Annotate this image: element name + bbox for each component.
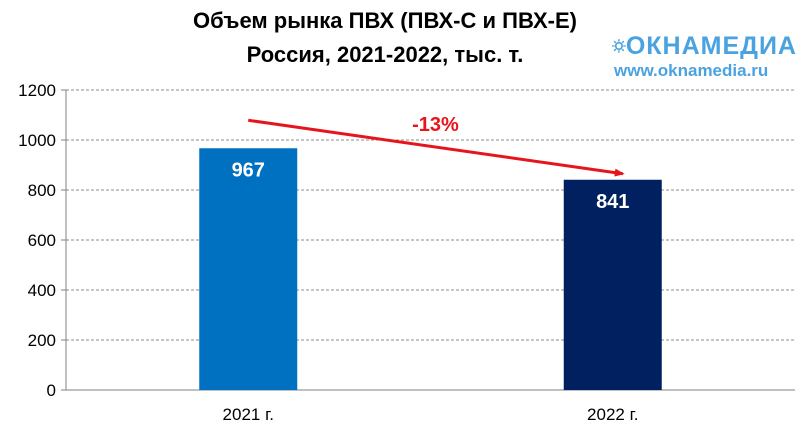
y-tick-label: 1000 — [18, 131, 56, 150]
annotation-layer: -13% — [248, 114, 625, 177]
logo-brand-text: ОКНАМЕДИА — [625, 32, 797, 60]
bar-data-label: 967 — [232, 159, 265, 181]
oknamedia-logo[interactable]: ОКНАМЕДИА www.oknamedia.ru — [612, 32, 797, 82]
change-arrow — [248, 118, 625, 177]
y-tick-label: 600 — [28, 231, 56, 250]
chart-title: Объем рынка ПВХ (ПВХ-С и ПВХ-Е) Россия, … — [130, 4, 640, 72]
sun-icon — [612, 38, 626, 54]
grid-layer — [61, 89, 795, 391]
y-tick-label: 400 — [28, 281, 56, 300]
bar — [199, 148, 298, 390]
bars-layer: 967 841 — [199, 148, 662, 390]
y-axis-ticks: 0 200 400 600 800 1000 1200 — [18, 81, 56, 400]
bar — [563, 179, 662, 390]
x-tick-label: 2021 г. — [223, 405, 274, 423]
y-tick-label: 800 — [28, 181, 56, 200]
change-label: -13% — [412, 114, 459, 136]
x-tick-label: 2022 г. — [587, 405, 638, 423]
x-axis-ticks: 2021 г. 2022 г. — [223, 405, 639, 423]
chart-title-line-2: Россия, 2021-2022, тыс. т. — [246, 42, 524, 67]
y-tick-label: 200 — [28, 331, 56, 350]
logo-brand-row: ОКНАМЕДИА — [612, 32, 797, 60]
bar-data-label: 841 — [596, 191, 629, 213]
y-tick-label: 0 — [47, 381, 56, 400]
chart-title-line-1: Объем рынка ПВХ (ПВХ-С и ПВХ-Е) — [193, 8, 577, 33]
logo-url[interactable]: www.oknamedia.ru — [614, 61, 769, 80]
y-tick-label: 1200 — [18, 81, 56, 100]
